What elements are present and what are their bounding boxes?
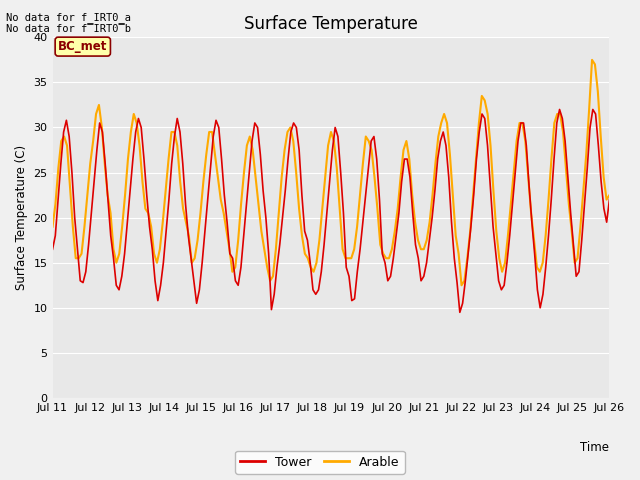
- Text: BC_met: BC_met: [58, 40, 108, 53]
- Title: Surface Temperature: Surface Temperature: [244, 15, 418, 33]
- Text: No data for f̅IRT0̅b: No data for f̅IRT0̅b: [6, 24, 131, 34]
- X-axis label: Time: Time: [580, 441, 609, 454]
- Y-axis label: Surface Temperature (C): Surface Temperature (C): [15, 145, 28, 290]
- Legend: Tower, Arable: Tower, Arable: [236, 451, 404, 474]
- Text: No data for f_IRT0_a: No data for f_IRT0_a: [6, 12, 131, 23]
